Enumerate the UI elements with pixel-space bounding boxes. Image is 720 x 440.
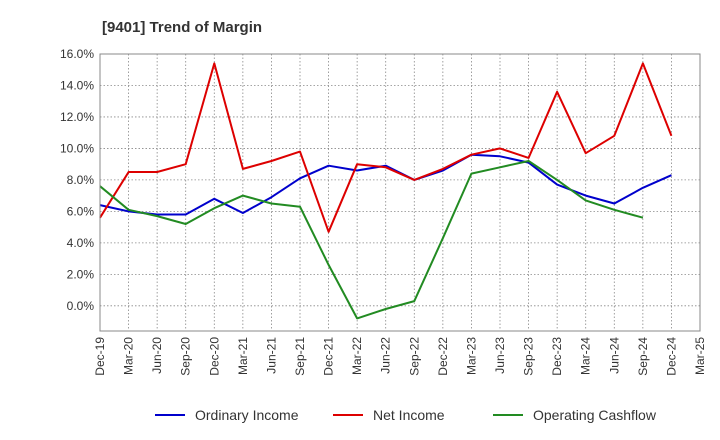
legend-label-ordinary-income: Ordinary Income [195,407,299,423]
x-tick-label: Mar-23 [464,337,478,375]
legend: Ordinary Income Net Income Operating Cashf… [155,407,657,423]
x-tick-label: Dec-21 [322,337,336,376]
x-tick-label: Mar-24 [579,337,593,375]
y-tick-label: 2.0% [67,267,95,281]
grid [99,53,701,331]
x-tick-label: Mar-25 [693,337,707,375]
x-tick-label: Jun-24 [607,337,621,374]
x-tick-label: Sep-20 [179,337,193,376]
series-lines [99,62,673,320]
y-tick-label: 0.0% [67,299,95,313]
plot-frame [99,53,701,332]
y-tick-label: 14.0% [60,78,94,92]
y-tick-label: 16.0% [60,47,94,61]
x-tick-label: Mar-21 [236,337,250,375]
y-tick-label: 8.0% [67,173,95,187]
x-tick-label: Mar-22 [350,337,364,375]
x-tick-label: Dec-24 [664,337,678,376]
chart-title: [9401] Trend of Margin [102,19,262,36]
x-tick-label: Jun-23 [493,337,507,374]
series-line-net-income [99,62,673,233]
x-tick-label: Sep-22 [407,337,421,376]
series-line-operating-cashflow [99,160,644,320]
x-tick-label: Jun-22 [379,337,393,374]
legend-label-operating-cashflow: Operating Cashflow [533,407,657,423]
y-axis-ticks: 0.0% 2.0% 4.0% 6.0% 8.0% 10.0% 12.0% 14.0% 16.0% [60,47,94,313]
y-tick-label: 10.0% [60,141,94,155]
x-tick-label: Sep-23 [522,337,536,376]
x-tick-label: Sep-21 [293,337,307,376]
x-tick-label: Dec-22 [436,337,450,376]
x-tick-label: Sep-24 [636,337,650,376]
x-tick-label: Dec-23 [550,337,564,376]
x-tick-label: Dec-19 [93,337,107,376]
x-axis-ticks: Dec-19 Mar-20 Jun-20 Sep-20 Dec-20 Mar-21 Jun-… [93,337,707,376]
y-tick-label: 4.0% [67,236,95,250]
y-tick-label: 6.0% [67,204,95,218]
x-tick-label: Mar-20 [122,337,136,375]
x-tick-label: Dec-20 [207,337,221,376]
x-tick-label: Jun-20 [150,337,164,374]
series-line-ordinary-income [99,153,672,216]
y-tick-label: 12.0% [60,110,94,124]
legend-label-net-income: Net Income [373,407,445,423]
x-tick-label: Jun-21 [264,337,278,374]
